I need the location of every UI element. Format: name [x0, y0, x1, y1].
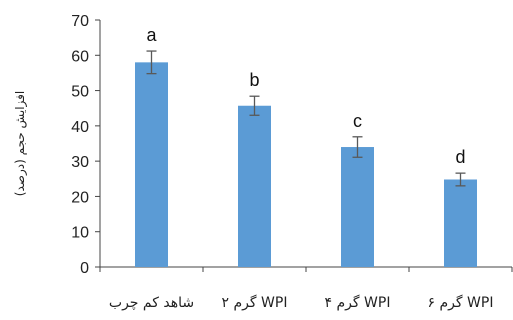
bar: [135, 62, 168, 267]
significance-labels-group: a b c d: [146, 25, 465, 167]
category-label: شاهد کم چرب: [109, 295, 194, 311]
category-labels-group: شاهد کم چرب ۲ گرم WPI ۴ گرم WPI ۶ گرم WPI: [109, 294, 494, 311]
significance-label: a: [146, 25, 157, 45]
error-bars-group: [146, 50, 466, 187]
y-axis-title: افزایش حجم (درصد): [13, 91, 28, 196]
category-label: ۴ گرم WPI: [325, 294, 391, 311]
y-tick-label: 0: [80, 260, 89, 277]
x-axis: [99, 266, 513, 272]
bar: [444, 179, 477, 267]
bar: [341, 147, 374, 267]
bar: [238, 105, 271, 267]
y-tick-label: 30: [71, 154, 89, 171]
category-label: ۶ گرم WPI: [428, 294, 494, 311]
y-tick-label: 40: [71, 119, 89, 136]
y-tick-label: 60: [71, 48, 89, 65]
significance-label: d: [455, 147, 465, 167]
significance-label: c: [353, 111, 362, 131]
y-axis: 0 10 20 30 40 50 60 70: [71, 13, 101, 277]
y-tick-label: 70: [71, 13, 89, 30]
y-tick-label: 50: [71, 84, 89, 101]
y-tick-label: 20: [71, 189, 89, 206]
y-tick-label: 10: [71, 225, 89, 242]
category-label: ۲ گرم WPI: [222, 294, 288, 311]
bars-group: [135, 62, 477, 267]
significance-label: b: [249, 70, 259, 90]
